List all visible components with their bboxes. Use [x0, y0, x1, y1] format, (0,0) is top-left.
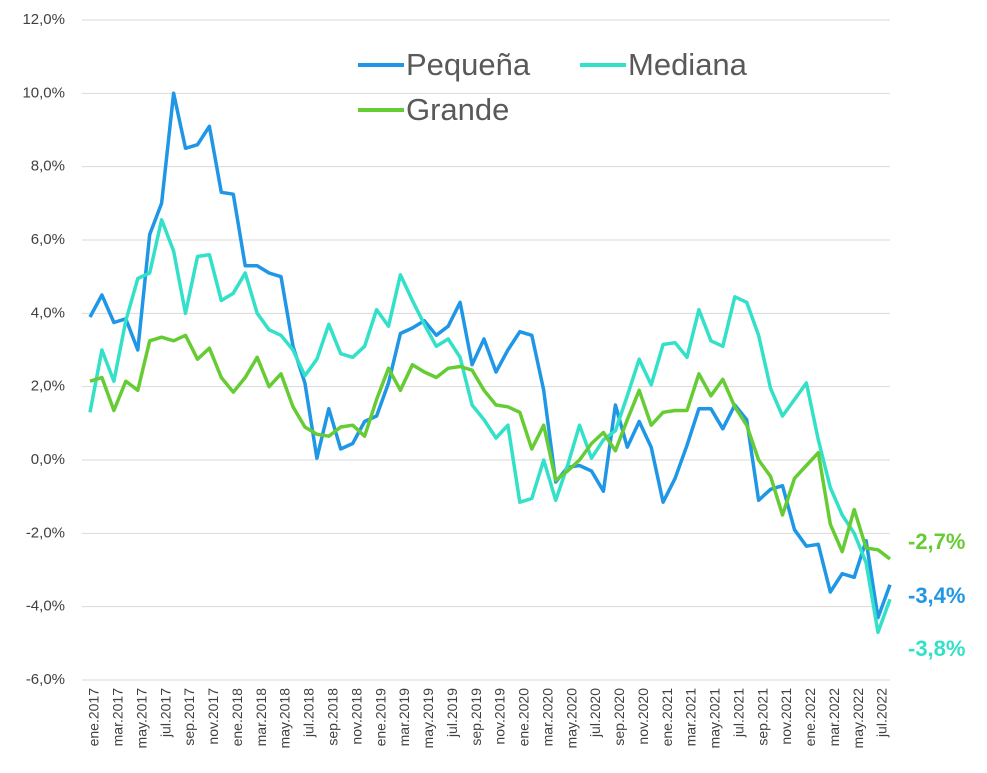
x-tick-label: may.2020 [563, 688, 579, 749]
x-tick-label: ene.2017 [86, 688, 102, 747]
x-tick-label: mar.2020 [539, 688, 555, 747]
x-tick-label: sep.2019 [468, 688, 484, 746]
x-tick-label: sep.2021 [754, 688, 770, 746]
x-tick-label: sep.2018 [325, 688, 341, 746]
x-tick-label: mar.2017 [110, 688, 126, 747]
x-tick-label: ene.2020 [516, 688, 532, 747]
series-line [88, 218, 892, 635]
x-tick-label: mar.2022 [826, 688, 842, 747]
x-tick-label: jul.2019 [444, 688, 460, 738]
x-tick-label: jul.2018 [301, 688, 317, 738]
x-tick-label: nov.2020 [635, 688, 651, 745]
x-tick-label: mar.2021 [683, 688, 699, 747]
y-tick-label: 10,0% [22, 84, 65, 101]
x-tick-label: may.2017 [133, 688, 149, 749]
x-tick-label: jul.2017 [157, 688, 173, 738]
series-line [88, 91, 892, 620]
series-line [89, 333, 892, 561]
x-tick-label: ene.2019 [372, 688, 388, 747]
x-tick-label: nov.2021 [778, 688, 794, 745]
legend-label: Pequeña [406, 47, 531, 82]
x-tick-label: nov.2017 [205, 688, 221, 745]
x-tick-label: ene.2021 [659, 688, 675, 747]
y-tick-label: 8,0% [31, 158, 65, 175]
x-tick-label: ene.2018 [229, 688, 245, 747]
x-tick-label: may.2021 [707, 688, 723, 749]
legend-label: Grande [406, 92, 509, 127]
value-label: -3,8% [908, 636, 965, 661]
x-tick-label: may.2019 [420, 688, 436, 749]
legend-label: Mediana [628, 47, 748, 82]
x-tick-label: jul.2022 [874, 688, 890, 738]
y-tick-label: 6,0% [31, 231, 65, 248]
x-tick-label: may.2018 [277, 688, 293, 749]
value-label: -2,7% [908, 529, 965, 554]
x-tick-label: jul.2020 [587, 688, 603, 738]
y-tick-label: -6,0% [26, 671, 65, 688]
y-tick-label: 2,0% [31, 378, 65, 395]
y-tick-label: 0,0% [31, 451, 65, 468]
x-tick-label: nov.2018 [348, 688, 364, 745]
x-tick-label: ene.2022 [802, 688, 818, 747]
y-tick-label: 4,0% [31, 304, 65, 321]
y-tick-label: 12,0% [22, 11, 65, 28]
x-tick-label: sep.2017 [181, 688, 197, 746]
x-tick-label: jul.2021 [730, 688, 746, 738]
y-tick-label: -2,0% [26, 524, 65, 541]
x-tick-label: may.2022 [850, 688, 866, 749]
x-tick-label: nov.2019 [492, 688, 508, 745]
x-tick-label: mar.2018 [253, 688, 269, 747]
x-tick-label: mar.2019 [396, 688, 412, 747]
y-tick-label: -4,0% [26, 598, 65, 615]
x-tick-label: sep.2020 [611, 688, 627, 746]
value-label: -3,4% [908, 583, 965, 608]
